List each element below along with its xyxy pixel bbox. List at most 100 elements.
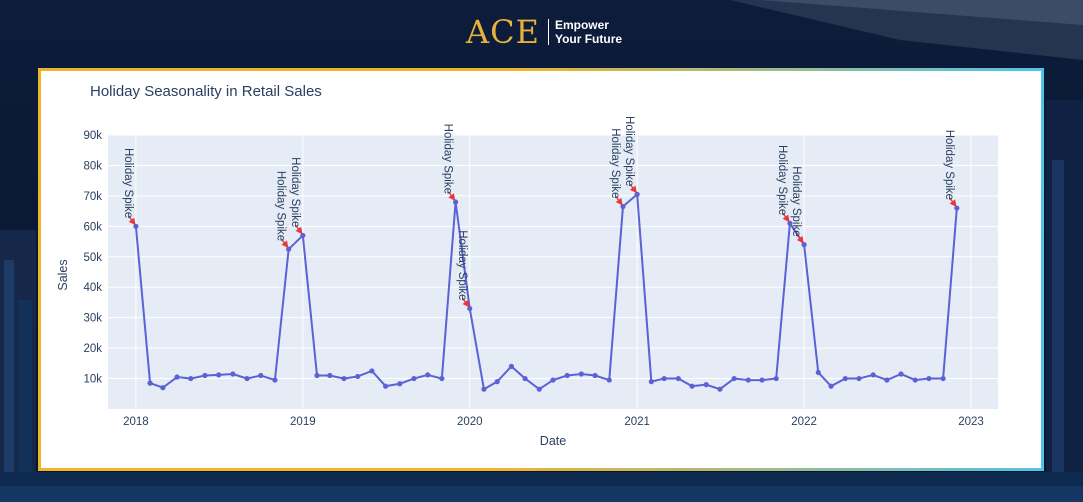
data-point [703, 382, 709, 388]
annotation-label: Holiday Spike [943, 130, 955, 200]
data-point [717, 386, 723, 392]
y-tick-label: 40k [83, 282, 102, 294]
data-point [452, 199, 459, 205]
data-point [272, 377, 278, 383]
data-point [731, 375, 737, 382]
data-point [661, 375, 667, 382]
data-point [383, 383, 389, 389]
data-point [954, 205, 960, 211]
data-point [369, 368, 375, 374]
data-point [425, 372, 431, 378]
data-point [286, 246, 292, 252]
y-tick-label: 60k [83, 221, 102, 233]
annotation-arrow [462, 298, 470, 308]
x-tick-label: 2019 [290, 416, 316, 428]
brand-header: ACE Empower Your Future [466, 14, 622, 50]
data-point [745, 377, 751, 383]
data-point [773, 375, 779, 382]
data-point [815, 369, 821, 376]
data-point [620, 203, 626, 210]
y-axis-title: Sales [56, 259, 70, 290]
brand-divider [547, 19, 549, 45]
data-point [578, 371, 584, 377]
series-layer [133, 191, 960, 392]
data-point [550, 377, 556, 383]
data-point [689, 383, 695, 389]
brand-logo: ACE [466, 13, 540, 51]
annotation-label: Holiday Spike [289, 157, 301, 227]
data-point [258, 372, 264, 379]
data-point [648, 379, 654, 385]
data-point [494, 379, 500, 385]
data-point [174, 374, 180, 380]
data-point [870, 372, 876, 378]
annotation-label: Holiday Spike [456, 230, 468, 300]
data-point [926, 375, 932, 382]
data-point [898, 371, 904, 377]
data-point [439, 375, 445, 382]
y-tick-label: 10k [83, 374, 102, 386]
data-point [481, 386, 487, 392]
annotation-label: Holiday Spike [790, 166, 802, 236]
annotation-label: Holiday Spike [609, 128, 621, 198]
brand-tagline-line2: Your Future [554, 32, 623, 46]
y-tick-label: 90k [83, 130, 102, 142]
data-point [508, 363, 514, 369]
data-point [188, 375, 194, 382]
data-point [522, 375, 528, 382]
annotation-arrow [629, 183, 637, 194]
data-point [355, 373, 361, 380]
data-point [216, 372, 222, 378]
data-point [341, 375, 347, 382]
data-point [467, 305, 473, 312]
x-tick-label: 2018 [123, 416, 149, 428]
data-point [828, 383, 834, 389]
x-tick-label: 2021 [624, 416, 650, 428]
annotation-arrow [615, 196, 623, 206]
data-point [300, 232, 306, 239]
annotation-arrow [796, 234, 804, 244]
annotations-layer: Holiday Spike Holiday Spike Holiday Spike H… [122, 116, 957, 308]
data-point [884, 377, 890, 383]
annotation-label: Holiday Spike [776, 145, 788, 215]
data-point [147, 380, 153, 386]
data-point [244, 375, 250, 382]
annotation-arrow [782, 212, 790, 223]
data-point [856, 375, 862, 382]
data-point [327, 372, 333, 379]
data-point [759, 377, 765, 383]
data-point [912, 377, 918, 383]
chart-title: Holiday Seasonality in Retail Sales [90, 83, 322, 100]
data-point [801, 242, 807, 248]
x-tick-label: 2023 [958, 416, 984, 428]
annotation-label: Holiday Spike [122, 148, 134, 218]
y-tick-label: 50k [83, 252, 102, 264]
data-point [202, 372, 208, 379]
annotation-arrow [128, 215, 136, 226]
data-point [411, 375, 417, 382]
data-point [536, 386, 542, 392]
data-point [842, 375, 848, 382]
y-tick-label: 70k [83, 191, 102, 203]
annotation-arrow [448, 191, 456, 201]
data-point [564, 372, 570, 379]
x-tick-label: 2020 [457, 416, 483, 428]
data-point [314, 372, 320, 379]
data-point [133, 223, 139, 229]
brand-tagline: Empower Your Future [555, 18, 622, 46]
data-point [230, 371, 236, 377]
grid-lines [108, 134, 998, 409]
y-tick-label: 30k [83, 313, 102, 325]
annotation-arrow [281, 238, 289, 249]
data-point [397, 381, 403, 387]
annotation-label: Holiday Spike [275, 171, 287, 241]
data-point [592, 372, 598, 379]
data-point [634, 191, 640, 197]
data-point [160, 385, 166, 391]
line-chart: Holiday Seasonality in Retail Sales 10k 2… [56, 83, 998, 448]
y-axis-ticks: 10k 20k 30k 40k 50k 60k 70k 80k 90k [83, 130, 102, 386]
data-point [606, 377, 612, 383]
x-tick-label: 2022 [791, 416, 817, 428]
annotation-label: Holiday Spike [442, 124, 454, 194]
y-tick-label: 80k [83, 160, 102, 172]
